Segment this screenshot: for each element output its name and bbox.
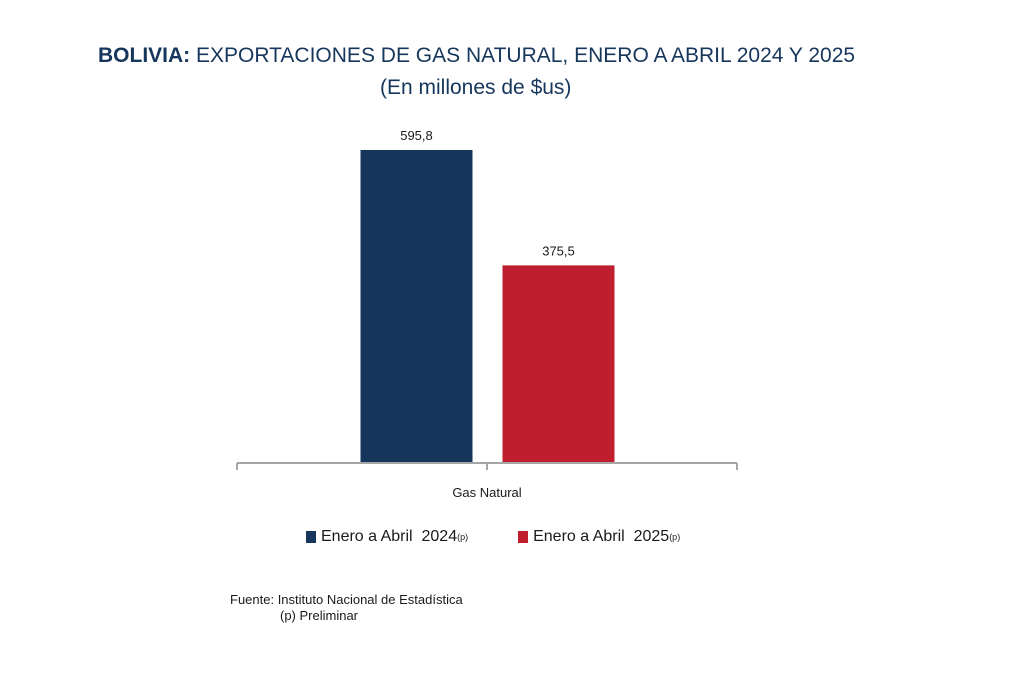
- title-country: BOLIVIA:: [98, 44, 191, 67]
- legend-item-2025: Enero a Abril 2025 (p): [518, 528, 680, 546]
- legend-label-2025: Enero a Abril 2025: [533, 528, 670, 545]
- legend-swatch-2025: [518, 531, 529, 543]
- legend-swatch-2024: [306, 531, 316, 543]
- chart-subtitle: (En millones de $us): [380, 76, 572, 99]
- legend-sup-2025: (p): [669, 532, 681, 542]
- bar-value-label-1: 595,8: [400, 128, 433, 143]
- legend-item-2024: Enero a Abril 2024 (p): [306, 528, 468, 546]
- source-note: Fuente: Instituto Nacional de Estadístic…: [230, 592, 463, 624]
- legend-label-2024: Enero a Abril 2024: [321, 528, 458, 545]
- legend: Enero a Abril 2024 (p) Enero a Abril 2025…: [306, 528, 730, 546]
- preliminary-note: (p) Preliminar: [280, 608, 359, 623]
- title-text: EXPORTACIONES DE GAS NATURAL, ENERO A AB…: [196, 44, 856, 67]
- bar-chart: 595,8 375,5 Gas Natural: [236, 128, 738, 500]
- chart-title: BOLIVIA: EXPORTACIONES DE GAS NATURAL, E…: [98, 44, 898, 68]
- bar-value-label-2: 375,5: [542, 243, 575, 258]
- bar-1: [360, 150, 473, 462]
- legend-sup-2024: (p): [457, 532, 469, 542]
- bar-2: [502, 265, 615, 462]
- source-text: Fuente: Instituto Nacional de Estadístic…: [230, 592, 463, 607]
- x-tick-label: Gas Natural: [452, 485, 521, 500]
